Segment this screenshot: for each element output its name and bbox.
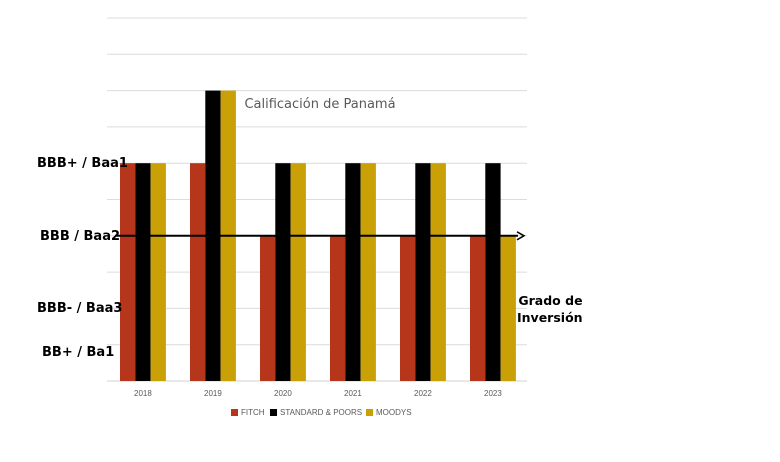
y-label-bb-plus: BB+ / Ba1 [42,345,115,360]
arrow-head-icon [516,231,526,241]
bar-moodys-2022 [430,163,446,381]
x-label-2020: 2020 [274,389,292,398]
x-label-2022: 2022 [414,389,432,398]
bar-moodys-2020 [290,163,306,381]
bar-standard-poors-2021 [345,163,361,381]
legend-item-fitch: FITCH [231,408,265,417]
legend-item-standard-poors: STANDARD & POORS [270,408,362,417]
bar-standard-poors-2018 [135,163,151,381]
chart-title: Calificación de Panamá [244,97,396,112]
legend-swatch-icon [366,409,373,416]
x-label-2023: 2023 [484,389,502,398]
legend-label: MOODYS [376,408,412,417]
legend-item-moodys: MOODYS [366,408,412,417]
bar-fitch-2021 [330,235,346,381]
bar-standard-poors-2023 [485,163,501,381]
x-label-2018: 2018 [134,389,152,398]
bar-fitch-2022 [400,235,416,381]
bar-moodys-2023 [500,235,516,381]
bar-fitch-2018 [120,163,136,381]
y-label-bbb: BBB / Baa2 [40,229,121,244]
bar-standard-poors-2020 [275,163,291,381]
bar-fitch-2023 [470,235,486,381]
annotation-line-2: Inversión [517,310,583,325]
x-label-2021: 2021 [344,389,362,398]
bar-standard-poors-2022 [415,163,431,381]
legend-label: STANDARD & POORS [280,408,363,417]
bar-fitch-2019 [190,163,206,381]
y-label-bbb-minus: BBB- / Baa3 [37,301,123,316]
x-label-2019: 2019 [204,389,222,398]
legend-swatch-icon [231,409,238,416]
legend-swatch-icon [270,409,277,416]
bar-moodys-2018 [150,163,166,381]
annotation-line-1: Grado de [518,293,583,308]
bar-fitch-2020 [260,235,276,381]
legend-label: FITCH [241,408,265,417]
investment-grade-annotation: Grado de Inversión [517,292,583,326]
y-label-bbb-plus: BBB+ / Baa1 [37,156,128,171]
bar-moodys-2021 [360,163,376,381]
